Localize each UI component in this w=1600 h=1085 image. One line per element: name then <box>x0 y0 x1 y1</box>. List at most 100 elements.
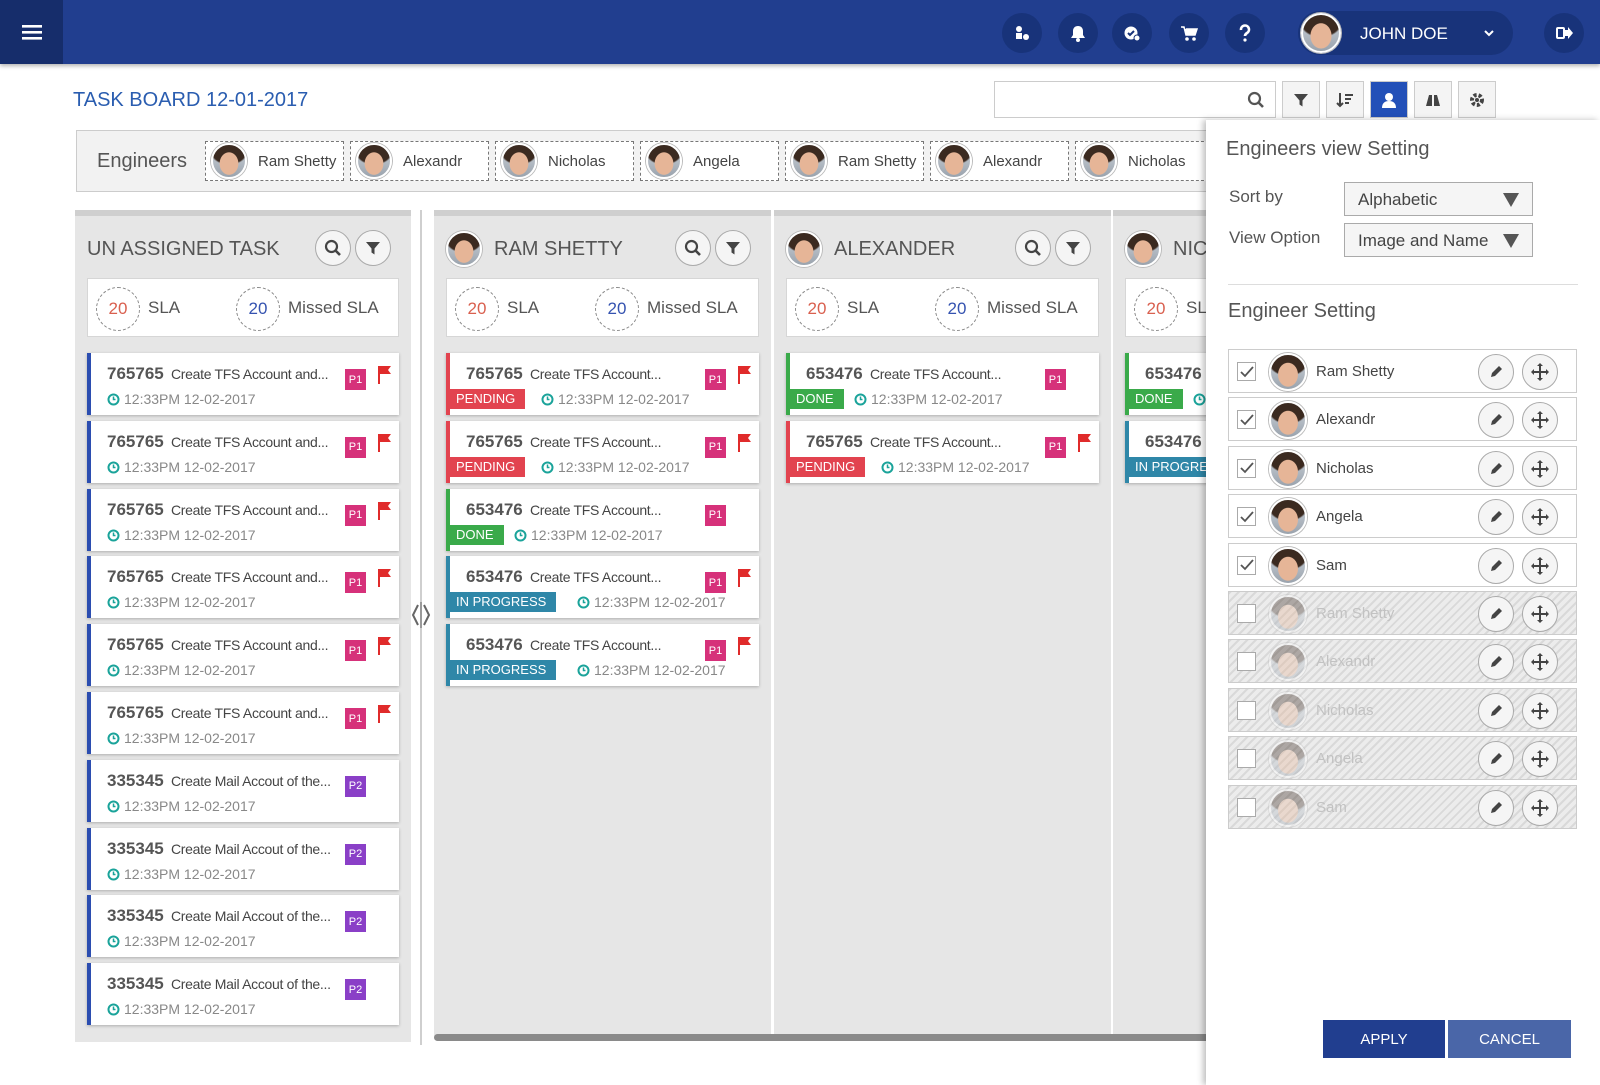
task-title: Create TFS Account and... <box>171 501 329 518</box>
icon <box>1024 239 1041 256</box>
icon <box>1239 365 1254 377</box>
checkbox[interactable] <box>1237 507 1256 527</box>
apply-button[interactable]: APPLY <box>1323 1020 1445 1058</box>
header-icon[interactable] <box>1002 13 1042 53</box>
move-button[interactable] <box>1522 547 1558 584</box>
task-card[interactable]: 765765 Create TFS Account... PENDING 12:33P… <box>446 420 759 483</box>
checkbox[interactable] <box>1237 652 1256 672</box>
column-filter[interactable] <box>355 230 391 266</box>
task-card[interactable]: 765765 Create TFS Account and... 12:33PM 1… <box>87 692 399 754</box>
checkbox[interactable] <box>1237 555 1256 575</box>
edit-button[interactable] <box>1478 354 1514 390</box>
user-menu[interactable]: JOHN DOE <box>1298 11 1513 55</box>
header-icon[interactable] <box>1169 13 1209 53</box>
move-button[interactable] <box>1522 741 1558 778</box>
icon-shape <box>1382 100 1396 108</box>
task-time: 12:33PM 12-02-2017 <box>124 797 256 814</box>
move-button[interactable] <box>1522 644 1558 681</box>
edit-button[interactable] <box>1478 596 1514 632</box>
header-icon[interactable] <box>1058 13 1098 53</box>
header-icon[interactable] <box>1225 13 1265 53</box>
select-box[interactable]: Image and Name <box>1344 223 1533 257</box>
edit-button[interactable] <box>1478 547 1514 584</box>
checkbox[interactable] <box>1237 458 1256 478</box>
checkbox[interactable] <box>1237 797 1256 817</box>
edit-button[interactable] <box>1478 789 1514 826</box>
icon-shape <box>1532 509 1548 526</box>
edit-button[interactable] <box>1478 499 1514 536</box>
move-button[interactable] <box>1522 692 1558 729</box>
checkbox[interactable] <box>1237 604 1256 623</box>
task-card[interactable]: 765765 Create TFS Account and... 12:33PM 1… <box>87 556 399 619</box>
edit-button[interactable] <box>1478 402 1514 439</box>
checkbox[interactable] <box>1237 749 1256 769</box>
icon-shape <box>1491 462 1502 474</box>
move-button[interactable] <box>1522 450 1558 487</box>
toolbar-button[interactable] <box>1370 81 1408 118</box>
logout-button[interactable] <box>1544 13 1584 53</box>
edit-button[interactable] <box>1478 450 1514 487</box>
cancel-button[interactable]: CANCEL <box>1448 1020 1571 1058</box>
column-search[interactable] <box>1015 230 1051 266</box>
menu-button[interactable] <box>0 0 63 64</box>
checkbox[interactable] <box>1237 362 1256 381</box>
task-card[interactable]: 335345 Create Mail Accout of the... 12:33P… <box>87 963 399 1026</box>
task-card[interactable]: 765765 Create TFS Account... PENDING 12:33P… <box>446 353 759 415</box>
icon <box>378 501 391 520</box>
task-card[interactable]: 335345 Create Mail Accout of the... 12:33P… <box>87 759 399 822</box>
icon <box>1503 193 1519 207</box>
header-icon[interactable] <box>1112 13 1152 53</box>
checkbox[interactable] <box>1237 410 1256 430</box>
task-card[interactable]: 335345 Create Mail Accout of the... 12:33P… <box>87 827 399 890</box>
task-card[interactable]: 653476 Create TFS Account... IN PROGRESS 12… <box>446 556 759 619</box>
icon-shape <box>546 464 550 469</box>
engineer-name: Ram Shetty <box>1316 605 1395 622</box>
icon <box>107 529 120 542</box>
icon-shape <box>380 501 391 510</box>
column-search[interactable] <box>675 230 711 266</box>
task-card[interactable]: 765765 Create TFS Account and... 12:33PM 1… <box>87 420 399 483</box>
task-card[interactable]: 765765 Create TFS Account and... 12:33PM 1… <box>87 488 399 551</box>
select-box[interactable]: Alphabetic <box>1344 182 1533 216</box>
engineer-chip[interactable]: Angela <box>640 141 779 181</box>
icon-shape <box>1470 92 1484 107</box>
column-search[interactable] <box>315 230 351 266</box>
edit-button[interactable] <box>1478 692 1514 729</box>
move-button[interactable] <box>1522 789 1558 826</box>
engineer-row: Angela <box>1228 494 1577 539</box>
task-card[interactable]: 765765 Create TFS Account and... 12:33PM 1… <box>87 624 399 687</box>
checkbox[interactable] <box>1237 700 1256 720</box>
icon <box>1531 750 1549 769</box>
engineer-chip[interactable]: Ram Shetty <box>205 141 344 181</box>
column-filter[interactable] <box>715 230 751 266</box>
engineer-chip[interactable]: Nicholas <box>495 141 634 181</box>
resize-handle[interactable] <box>411 600 431 635</box>
toolbar-button[interactable] <box>1326 81 1364 118</box>
icon-shape <box>1532 751 1548 768</box>
task-card[interactable]: 653476 Create TFS Account... DONE 12:33PM 1… <box>786 353 1099 415</box>
engineer-chip[interactable]: Alexandr <box>930 141 1069 181</box>
move-button[interactable] <box>1522 596 1558 632</box>
toolbar-button[interactable] <box>1414 81 1452 118</box>
toolbar-button[interactable] <box>1282 81 1320 118</box>
search-box[interactable] <box>994 81 1276 118</box>
move-button[interactable] <box>1522 402 1558 439</box>
icon-shape <box>380 705 391 713</box>
task-card[interactable]: 765765 Create TFS Account and... 12:33PM 1… <box>87 353 399 415</box>
flag-icon <box>377 636 393 661</box>
column-filter[interactable] <box>1055 230 1091 266</box>
task-card[interactable]: 335345 Create Mail Accout of the... 12:33P… <box>87 895 399 958</box>
move-button[interactable] <box>1522 354 1558 390</box>
edit-button[interactable] <box>1478 644 1514 681</box>
toolbar-button[interactable] <box>1458 81 1496 118</box>
move-button[interactable] <box>1522 499 1558 536</box>
engineer-chip[interactable]: Ram Shetty <box>785 141 924 181</box>
engineer-chip[interactable]: Alexandr <box>350 141 489 181</box>
engineer-chip[interactable]: Nicholas <box>1075 141 1214 181</box>
task-card[interactable]: 765765 Create TFS Account... PENDING 12:33P… <box>786 420 1099 483</box>
edit-button[interactable] <box>1478 741 1514 778</box>
task-card[interactable]: 653476 Create TFS Account... IN PROGRESS 12… <box>446 624 759 687</box>
task-card[interactable]: 653476 Create TFS Account... DONE 12:33PM 1… <box>446 488 759 551</box>
engineer-avatar <box>791 143 827 179</box>
